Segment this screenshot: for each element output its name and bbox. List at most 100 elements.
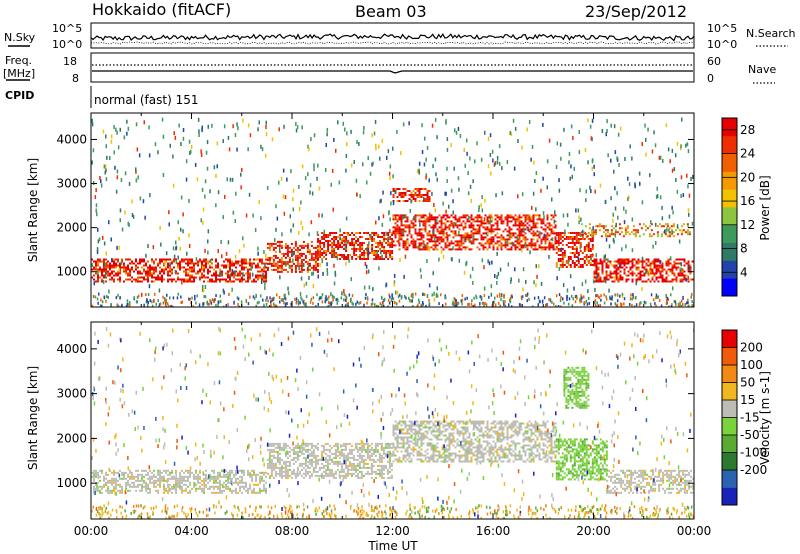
- range-gate-cell: [679, 270, 682, 273]
- range-gate-cell: [573, 232, 576, 234]
- scatter-echo: [100, 179, 102, 184]
- range-gate-cell: [559, 264, 562, 266]
- range-gate-cell: [155, 485, 157, 488]
- scatter-echo: [609, 295, 611, 300]
- scatter-echo: [368, 241, 370, 246]
- range-gate-cell: [426, 246, 429, 249]
- range-gate-cell: [193, 266, 195, 269]
- scatter-echo: [446, 137, 449, 142]
- scatter-echo: [627, 197, 629, 202]
- scatter-echo: [98, 237, 101, 242]
- scatter-echo: [317, 163, 319, 168]
- scatter-echo: [510, 277, 512, 282]
- range-gate-cell: [219, 268, 221, 271]
- range-gate-cell: [137, 272, 139, 275]
- range-gate-cell: [595, 262, 598, 265]
- ground-echo: [543, 296, 546, 300]
- range-gate-cell: [470, 242, 473, 245]
- range-gate-cell: [321, 232, 324, 234]
- range-gate-cell: [335, 254, 338, 256]
- range-gate-cell: [552, 232, 555, 235]
- range-gate-cell: [379, 248, 382, 250]
- scatter-echo: [433, 291, 435, 296]
- ground-echo: [256, 301, 259, 305]
- range-gate-cell: [274, 450, 277, 453]
- range-gate-cell: [659, 270, 662, 273]
- scatter-echo: [409, 209, 411, 213]
- range-gate-cell: [175, 483, 177, 486]
- ground-echo: [103, 295, 105, 299]
- range-gate-cell: [177, 481, 179, 484]
- range-gate-cell: [456, 240, 459, 243]
- scatter-echo: [200, 218, 202, 223]
- ground-echo: [485, 303, 488, 307]
- range-gate-cell: [538, 246, 541, 249]
- range-gate-cell: [591, 238, 594, 240]
- ground-echo: [455, 299, 457, 302]
- range-gate-cell: [249, 258, 251, 261]
- range-gate-cell: [147, 280, 149, 283]
- range-gate-cell: [584, 225, 587, 228]
- range-gate-cell: [211, 477, 213, 480]
- range-gate-cell: [432, 218, 435, 221]
- range-gate-cell: [353, 248, 356, 250]
- scatter-echo: [578, 150, 581, 155]
- range-gate-cell: [573, 236, 576, 238]
- range-gate-cell: [312, 266, 315, 269]
- range-gate-cell: [284, 252, 287, 255]
- range-gate-cell: [343, 240, 346, 242]
- range-gate-cell: [225, 483, 227, 486]
- range-gate-cell: [482, 232, 485, 235]
- range-gate-cell: [538, 216, 541, 219]
- range-gate-cell: [530, 220, 533, 223]
- range-gate-cell: [615, 268, 618, 271]
- scatter-echo: [117, 145, 120, 150]
- range-gate-cell: [296, 452, 299, 455]
- scatter-echo: [489, 217, 492, 222]
- range-gate-cell: [579, 264, 582, 266]
- colorbar-tick-label: 28: [740, 123, 755, 137]
- range-gate-cell: [569, 236, 572, 238]
- scatter-echo: [223, 290, 225, 295]
- ground-echo: [503, 294, 505, 298]
- range-gate-cell: [442, 232, 445, 235]
- range-gate-cell: [107, 473, 109, 476]
- scatter-echo: [434, 117, 437, 122]
- ground-echo: [431, 293, 433, 297]
- range-gate-cell: [181, 485, 183, 488]
- range-gate-cell: [145, 262, 147, 265]
- range-gate-cell: [365, 252, 368, 254]
- cpid-text: normal (fast) 151: [94, 93, 198, 107]
- range-gate-cell: [619, 276, 622, 279]
- range-gate-cell: [580, 223, 583, 226]
- range-gate-cell: [115, 485, 117, 488]
- range-gate-cell: [434, 242, 437, 245]
- range-gate-cell: [484, 226, 487, 229]
- range-gate-cell: [203, 481, 205, 484]
- range-gate-cell: [153, 469, 155, 472]
- range-gate-cell: [653, 260, 656, 263]
- range-gate-cell: [99, 489, 101, 492]
- range-gate-cell: [632, 229, 635, 232]
- range-gate-cell: [225, 278, 227, 281]
- ground-echo: [267, 299, 269, 303]
- range-gate-cell: [189, 258, 191, 261]
- range-gate-cell: [418, 194, 421, 196]
- range-gate-cell: [292, 250, 295, 253]
- range-gate-cell: [298, 472, 301, 475]
- range-gate-cell: [203, 264, 205, 267]
- range-gate-cell: [335, 236, 338, 238]
- range-gate-cell: [304, 448, 307, 451]
- range-gate-cell: [296, 258, 299, 261]
- scatter-echo: [385, 283, 387, 288]
- range-gate-cell: [408, 244, 411, 247]
- range-gate-cell: [573, 264, 576, 266]
- ground-echo: [479, 295, 482, 299]
- scatter-echo: [586, 246, 588, 251]
- scatter-echo: [313, 133, 316, 138]
- scatter-echo: [392, 201, 395, 206]
- scatter-echo: [104, 164, 107, 169]
- range-gate-cell: [169, 274, 171, 277]
- range-gate-cell: [436, 240, 439, 243]
- range-gate-cell: [536, 234, 539, 237]
